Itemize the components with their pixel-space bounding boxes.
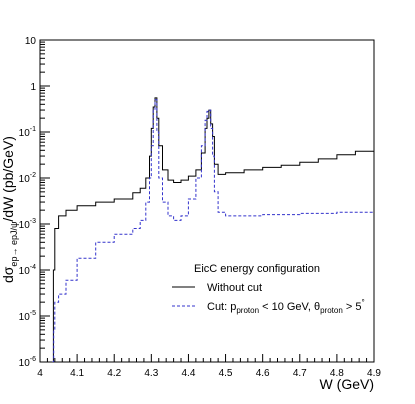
y-tick-label: 10-6	[19, 356, 36, 369]
series-line-cut	[52, 99, 374, 362]
x-tick-label: 4.2	[107, 368, 121, 379]
y-tick-label: 10-2	[19, 172, 36, 185]
legend-entry-cut: Cut: pproton < 10 GeV, θproton > 5°	[207, 298, 365, 315]
x-tick-label: 4.3	[144, 368, 158, 379]
y-tick-label: 1	[30, 82, 36, 93]
x-tick-label: 4.9	[367, 368, 381, 379]
y-tick-label: 10-4	[19, 264, 36, 277]
y-tick-label: 10-1	[19, 126, 36, 139]
y-axis-label-subscript: ep→ epJ/ψ	[9, 222, 19, 267]
y-axis-label-suffix: /dW (pb/GeV)	[0, 136, 16, 222]
legend-entry-without-cut: Without cut	[207, 282, 262, 294]
y-tick-label: 10-5	[19, 310, 36, 323]
y-tick-label: 10	[25, 36, 37, 47]
y-axis-label-main: dσ	[0, 266, 16, 283]
legend: EicC energy configuration Without cut Cu…	[172, 263, 365, 315]
y-axis-label: dσep→ epJ/ψ/dW (pb/GeV)	[0, 136, 19, 283]
legend-header: EicC energy configuration	[194, 263, 320, 275]
x-tick-label: 4.6	[256, 368, 270, 379]
x-tick-label: 4.5	[219, 368, 233, 379]
x-tick-label: 4.7	[293, 368, 307, 379]
x-tick-label: 4.1	[70, 368, 84, 379]
x-tick-label: 4.8	[330, 368, 344, 379]
x-tick-label: 4.4	[181, 368, 195, 379]
x-axis-label: W (GeV)	[320, 376, 374, 392]
series-line-without-cut	[52, 97, 374, 362]
x-tick-label: 4	[37, 368, 43, 379]
y-tick-label: 10-3	[19, 218, 36, 231]
plot-frame	[39, 39, 375, 363]
